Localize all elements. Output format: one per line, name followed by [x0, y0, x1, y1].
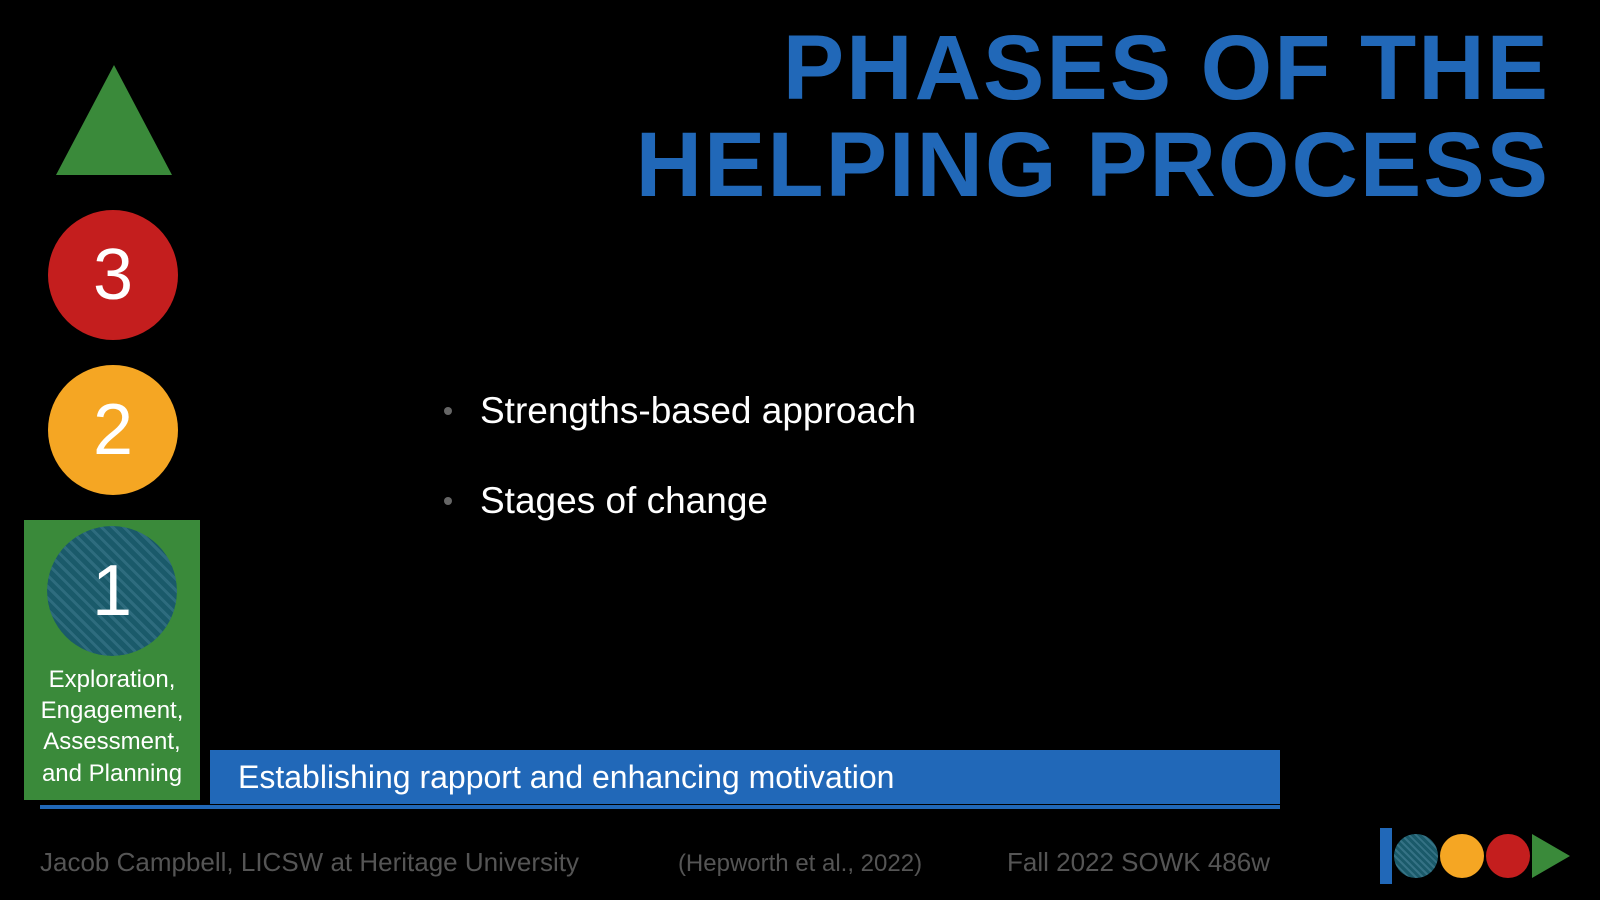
slide-title: PHASES OF THE HELPING PROCESS: [636, 20, 1550, 213]
phase-1-circle: 1: [47, 526, 177, 656]
subtitle-text: Establishing rapport and enhancing motiv…: [238, 759, 894, 796]
bullet-item: Stages of change: [444, 480, 916, 522]
phase-3-label: 3: [93, 234, 133, 316]
logo-triangle-icon: [1532, 834, 1570, 878]
bullet-dot-icon: [444, 407, 452, 415]
bullet-item: Strengths-based approach: [444, 390, 916, 432]
bullet-text: Strengths-based approach: [480, 390, 916, 432]
phase-1-description: Exploration, Engagement, Assessment, and…: [24, 664, 200, 789]
phase-3-circle: 3: [48, 210, 178, 340]
logo: [1380, 828, 1570, 884]
footer-author: Jacob Campbell, LICSW at Heritage Univer…: [40, 847, 579, 878]
logo-bar-icon: [1380, 828, 1392, 884]
phase-2-circle: 2: [48, 365, 178, 495]
footer-citation: (Hepworth et al., 2022): [678, 850, 922, 878]
phase-1-circle-wrap: 1: [47, 526, 177, 656]
bullet-list: Strengths-based approach Stages of chang…: [444, 390, 916, 570]
bullet-dot-icon: [444, 497, 452, 505]
bullet-text: Stages of change: [480, 480, 768, 522]
phase-1-label: 1: [92, 550, 132, 632]
logo-red-circle-icon: [1486, 834, 1530, 878]
phase-1-highlight: 1 Exploration, Engagement, Assessment, a…: [24, 520, 200, 800]
logo-teal-circle-icon: [1394, 834, 1438, 878]
logo-orange-circle-icon: [1440, 834, 1484, 878]
phase-2-label: 2: [93, 389, 133, 471]
title-line1: PHASES OF THE: [636, 20, 1550, 117]
triangle-icon: [56, 65, 172, 175]
subtitle-bar: Establishing rapport and enhancing motiv…: [210, 750, 1280, 804]
divider-line: [40, 805, 1280, 809]
title-line2: HELPING PROCESS: [636, 117, 1550, 214]
footer-course: Fall 2022 SOWK 486w: [1007, 847, 1270, 878]
